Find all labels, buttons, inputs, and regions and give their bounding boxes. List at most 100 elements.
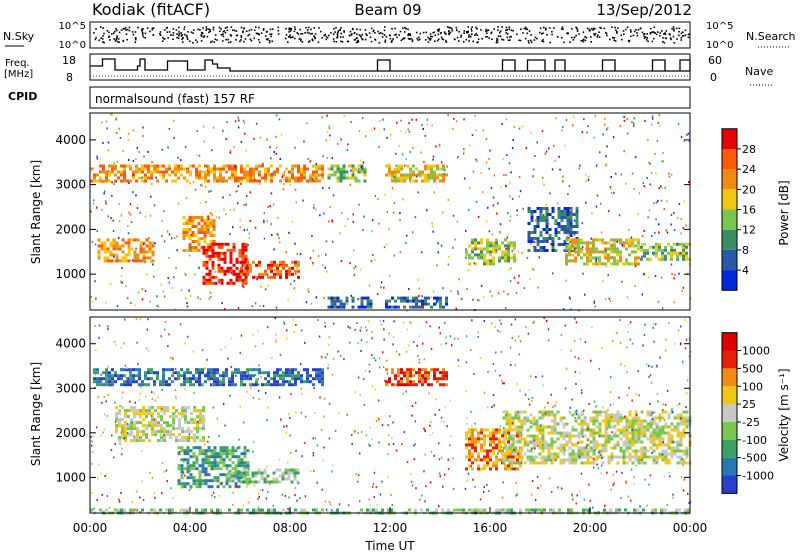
heatmap-cell xyxy=(315,208,317,211)
noise-sample xyxy=(451,28,453,30)
heatmap-cell xyxy=(649,440,653,444)
heatmap-cell xyxy=(483,259,486,263)
heatmap-cell xyxy=(648,276,650,279)
heatmap-cell xyxy=(516,214,518,217)
heatmap-cell xyxy=(532,422,536,426)
heatmap-cell xyxy=(634,431,638,435)
heatmap-cell xyxy=(619,455,623,459)
heatmap-cell xyxy=(679,458,683,462)
heatmap-cell xyxy=(394,374,397,378)
heatmap-cell xyxy=(273,263,276,267)
heatmap-cell xyxy=(660,199,663,202)
noise-sample xyxy=(682,31,684,33)
heatmap-cell xyxy=(121,238,125,242)
heatmap-cell xyxy=(550,443,554,447)
noise-sample xyxy=(137,26,139,29)
heatmap-cell xyxy=(436,264,438,267)
noise-sample xyxy=(318,27,320,29)
heatmap-cell xyxy=(135,158,137,161)
heatmap-cell xyxy=(315,163,318,166)
heatmap-cell xyxy=(610,250,613,254)
heatmap-cell xyxy=(252,374,255,378)
heatmap-cell xyxy=(186,467,190,471)
heatmap-cell xyxy=(678,272,680,275)
heatmap-cell xyxy=(664,186,666,189)
heatmap-cell xyxy=(103,250,107,254)
heatmap-cell xyxy=(598,410,602,414)
heatmap-cell xyxy=(445,296,448,300)
heatmap-cell xyxy=(186,368,189,372)
heatmap-cell xyxy=(616,443,620,447)
heatmap-cell xyxy=(243,374,246,378)
heatmap-cell xyxy=(142,406,145,410)
heatmap-cell xyxy=(156,371,159,375)
noise-sample xyxy=(396,36,398,39)
noise-sample xyxy=(297,33,300,35)
heatmap-cell xyxy=(188,243,192,246)
heatmap-cell xyxy=(457,156,459,159)
noise-sample xyxy=(465,31,468,33)
heatmap-cell xyxy=(207,368,210,372)
heatmap-cell xyxy=(616,455,620,459)
heatmap-cell xyxy=(523,416,527,420)
heatmap-cell xyxy=(174,179,177,183)
heatmap-cell xyxy=(115,256,119,260)
heatmap-cell xyxy=(208,257,212,261)
noise-sample xyxy=(542,38,544,41)
heatmap-cell xyxy=(191,231,195,234)
heatmap-cell xyxy=(291,374,294,378)
noise-sample xyxy=(351,28,354,31)
noise-sample xyxy=(442,38,445,41)
heatmap-cell xyxy=(504,443,507,447)
heatmap-cell xyxy=(168,233,171,236)
heatmap-cell xyxy=(237,185,240,188)
noise-sample xyxy=(222,33,224,35)
noise-sample xyxy=(463,32,465,34)
heatmap-cell xyxy=(505,422,509,426)
heatmap-cell xyxy=(563,231,567,234)
heatmap-cell xyxy=(586,449,590,453)
heatmap-cell xyxy=(393,175,396,178)
heatmap-cell xyxy=(287,298,289,301)
noise-sample xyxy=(253,37,255,40)
heatmap-cell xyxy=(551,249,555,252)
noise-sample xyxy=(93,32,95,34)
heatmap-cell xyxy=(225,213,227,216)
noise-sample xyxy=(675,27,678,30)
heatmap-cell xyxy=(592,440,596,444)
noise-sample xyxy=(106,30,109,32)
heatmap-cell xyxy=(402,198,404,201)
heatmap-cell xyxy=(673,301,676,304)
heatmap-cell xyxy=(658,242,661,246)
heatmap-cell xyxy=(354,167,358,171)
heatmap-cell xyxy=(670,449,674,453)
heatmap-cell xyxy=(165,170,168,174)
noise-sample xyxy=(467,31,469,34)
heatmap-cell xyxy=(532,416,536,420)
noise-sample xyxy=(475,26,477,29)
heatmap-cell xyxy=(143,155,145,158)
heatmap-cell xyxy=(537,508,540,512)
heatmap-cell xyxy=(519,434,522,438)
heatmap-cell xyxy=(445,336,447,339)
noise-sample xyxy=(440,36,443,39)
heatmap-cell xyxy=(345,296,349,300)
heatmap-cell xyxy=(257,468,261,472)
noise-sample xyxy=(308,40,311,42)
heatmap-cell xyxy=(566,236,568,239)
heatmap-cell xyxy=(504,256,507,260)
heatmap-cell xyxy=(504,253,507,257)
heatmap-cell xyxy=(679,461,683,465)
heatmap-cell xyxy=(431,222,433,225)
noise-sample xyxy=(499,30,502,32)
y-tick-label: 4000 xyxy=(55,133,86,147)
heatmap-cell xyxy=(520,410,524,414)
heatmap-cell xyxy=(473,373,475,375)
heatmap-cell xyxy=(294,146,296,149)
heatmap-cell xyxy=(505,174,507,177)
heatmap-cell xyxy=(649,419,653,423)
heatmap-cell xyxy=(637,428,641,432)
heatmap-cell xyxy=(468,253,471,257)
heatmap-cell xyxy=(288,272,291,276)
